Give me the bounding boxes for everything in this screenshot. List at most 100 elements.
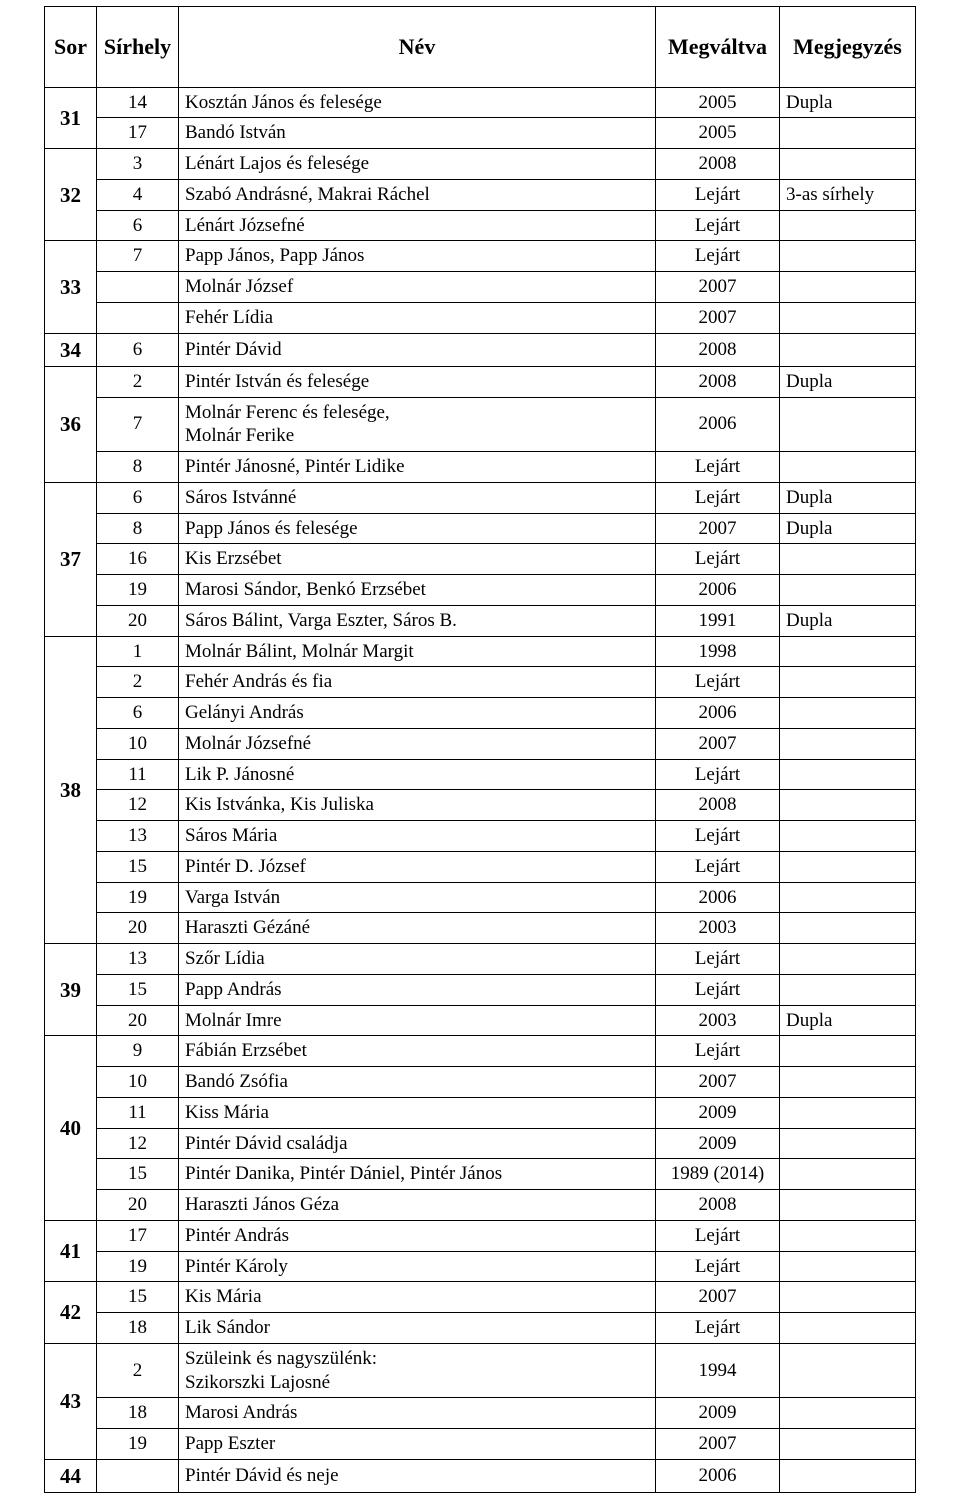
- cell-megjegyzes: [780, 149, 916, 180]
- cell-sirhely: 12: [97, 1128, 179, 1159]
- table-body: 3114Kosztán János és felesége2005Dupla17…: [45, 87, 916, 1493]
- cell-megvaltva: Lejárt: [656, 1220, 780, 1251]
- cell-sor: 31: [45, 87, 97, 149]
- cell-nev: Fábián Erzsébet: [179, 1036, 656, 1067]
- table-row: 8Papp János és felesége2007Dupla: [45, 513, 916, 544]
- cell-megjegyzes: [780, 667, 916, 698]
- cell-sirhely: 13: [97, 944, 179, 975]
- table-row: 18Marosi András2009: [45, 1398, 916, 1429]
- cell-megvaltva: 2005: [656, 118, 780, 149]
- cell-sirhely: 4: [97, 179, 179, 210]
- cell-sirhely: 11: [97, 1097, 179, 1128]
- cell-sirhely: 6: [97, 482, 179, 513]
- cell-sirhely: 12: [97, 790, 179, 821]
- cell-megjegyzes: [780, 974, 916, 1005]
- cell-megvaltva: 1989 (2014): [656, 1159, 780, 1190]
- cell-sirhely: 2: [97, 366, 179, 397]
- cell-megvaltva: Lejárt: [656, 944, 780, 975]
- cell-megjegyzes: Dupla: [780, 87, 916, 118]
- table-header: Sor Sírhely Név Megváltva Megjegyzés: [45, 7, 916, 88]
- table-row: 15Pintér D. JózsefLejárt: [45, 851, 916, 882]
- cell-megvaltva: Lejárt: [656, 482, 780, 513]
- cell-nev: Pintér D. József: [179, 851, 656, 882]
- cell-megjegyzes: [780, 1282, 916, 1313]
- cell-megvaltva: 2007: [656, 513, 780, 544]
- cell-nev: Papp András: [179, 974, 656, 1005]
- cell-megvaltva: 2007: [656, 1282, 780, 1313]
- cell-nev: Kiss Mária: [179, 1097, 656, 1128]
- cell-sirhely: 15: [97, 1282, 179, 1313]
- cell-nev: Lik P. Jánosné: [179, 759, 656, 790]
- cell-megvaltva: 2006: [656, 397, 780, 452]
- table-row: 4215Kis Mária2007: [45, 1282, 916, 1313]
- cell-megvaltva: Lejárt: [656, 210, 780, 241]
- cell-nev: Molnár József: [179, 272, 656, 303]
- cell-megjegyzes: [780, 333, 916, 366]
- cell-megjegyzes: [780, 636, 916, 667]
- cell-megvaltva: 2008: [656, 1190, 780, 1221]
- cell-sirhely: 15: [97, 1159, 179, 1190]
- cell-megvaltva: 2006: [656, 882, 780, 913]
- cell-sirhely: 10: [97, 728, 179, 759]
- cell-megvaltva: Lejárt: [656, 1251, 780, 1282]
- cell-megvaltva: 2007: [656, 272, 780, 303]
- cell-nev: Sáros Bálint, Varga Eszter, Sáros B.: [179, 605, 656, 636]
- cell-megvaltva: 2006: [656, 575, 780, 606]
- cell-megjegyzes: [780, 1036, 916, 1067]
- cell-sirhely: 9: [97, 1036, 179, 1067]
- cell-megjegyzes: [780, 728, 916, 759]
- cell-megjegyzes: [780, 1313, 916, 1344]
- cell-megvaltva: 2007: [656, 1429, 780, 1460]
- cell-megvaltva: 2008: [656, 790, 780, 821]
- cell-sirhely: 1: [97, 636, 179, 667]
- table-row: 3913Szőr LídiaLejárt: [45, 944, 916, 975]
- cell-megvaltva: 2009: [656, 1398, 780, 1429]
- cell-sor: 36: [45, 366, 97, 482]
- cell-megvaltva: Lejárt: [656, 851, 780, 882]
- cell-megjegyzes: [780, 1459, 916, 1492]
- cell-nev: Lik Sándor: [179, 1313, 656, 1344]
- cell-nev: Papp Eszter: [179, 1429, 656, 1460]
- cell-nev: Molnár Bálint, Molnár Margit: [179, 636, 656, 667]
- cell-megvaltva: 2003: [656, 1005, 780, 1036]
- cell-nev: Marosi Sándor, Benkó Erzsébet: [179, 575, 656, 606]
- cell-megvaltva: 1998: [656, 636, 780, 667]
- cell-megjegyzes: [780, 210, 916, 241]
- cell-megvaltva: 2006: [656, 698, 780, 729]
- table-row: 17Bandó István2005: [45, 118, 916, 149]
- cell-nev: Molnár Józsefné: [179, 728, 656, 759]
- cell-megjegyzes: [780, 1128, 916, 1159]
- cell-nev: Szőr Lídia: [179, 944, 656, 975]
- cell-nev: Lénárt Lajos és felesége: [179, 149, 656, 180]
- cell-megjegyzes: [780, 882, 916, 913]
- table-row: 381Molnár Bálint, Molnár Margit1998: [45, 636, 916, 667]
- cell-sirhely: 10: [97, 1067, 179, 1098]
- cell-nev: Fehér Lídia: [179, 302, 656, 333]
- table-row: 12Pintér Dávid családja2009: [45, 1128, 916, 1159]
- cell-sirhely: 11: [97, 759, 179, 790]
- cell-megjegyzes: [780, 790, 916, 821]
- cell-sirhely: 14: [97, 87, 179, 118]
- cell-sirhely: 20: [97, 1190, 179, 1221]
- col-megvaltva: Megváltva: [656, 7, 780, 88]
- cell-nev: Szüleink és nagyszülénk:Szikorszki Lajos…: [179, 1343, 656, 1398]
- cell-megjegyzes: [780, 1159, 916, 1190]
- cell-megvaltva: 2008: [656, 366, 780, 397]
- table-row: Fehér Lídia2007: [45, 302, 916, 333]
- table-row: 7Molnár Ferenc és felesége,Molnár Ferike…: [45, 397, 916, 452]
- cell-megjegyzes: [780, 944, 916, 975]
- cell-nev: Pintér Jánosné, Pintér Lidike: [179, 452, 656, 483]
- table-row: 362Pintér István és felesége2008Dupla: [45, 366, 916, 397]
- cell-megjegyzes: [780, 1097, 916, 1128]
- cell-nev: Haraszti János Géza: [179, 1190, 656, 1221]
- cell-sirhely: 18: [97, 1313, 179, 1344]
- cell-megjegyzes: Dupla: [780, 605, 916, 636]
- table-row: 18Lik SándorLejárt: [45, 1313, 916, 1344]
- cell-megvaltva: Lejárt: [656, 544, 780, 575]
- cell-sor: 44: [45, 1459, 97, 1492]
- cell-sirhely: 19: [97, 575, 179, 606]
- cell-megvaltva: Lejárt: [656, 1313, 780, 1344]
- cell-nev: Bandó Zsófia: [179, 1067, 656, 1098]
- cell-megjegyzes: [780, 821, 916, 852]
- cell-nev: Kis Istvánka, Kis Juliska: [179, 790, 656, 821]
